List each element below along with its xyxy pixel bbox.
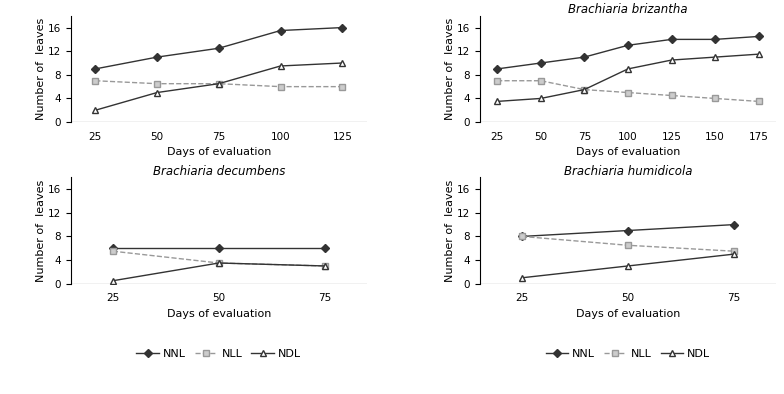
Title: Brachiaria humidicola: Brachiaria humidicola [564,165,692,178]
X-axis label: Days of evaluation: Days of evaluation [575,309,680,319]
Y-axis label: Number of  leaves: Number of leaves [445,179,456,282]
X-axis label: Days of evaluation: Days of evaluation [167,147,271,157]
Title: Brachiaria brizantha: Brachiaria brizantha [568,3,688,16]
Y-axis label: Number of  leaves: Number of leaves [445,18,456,120]
Y-axis label: Number of  leaves: Number of leaves [36,179,46,282]
Legend: NNL, NLL, NDL: NNL, NLL, NDL [132,344,306,363]
X-axis label: Days of evaluation: Days of evaluation [575,147,680,157]
Y-axis label: Number of  leaves: Number of leaves [36,18,46,120]
X-axis label: Days of evaluation: Days of evaluation [167,309,271,319]
Title: Brachiaria decumbens: Brachiaria decumbens [153,165,285,178]
Legend: NNL, NLL, NDL: NNL, NLL, NDL [541,344,715,363]
